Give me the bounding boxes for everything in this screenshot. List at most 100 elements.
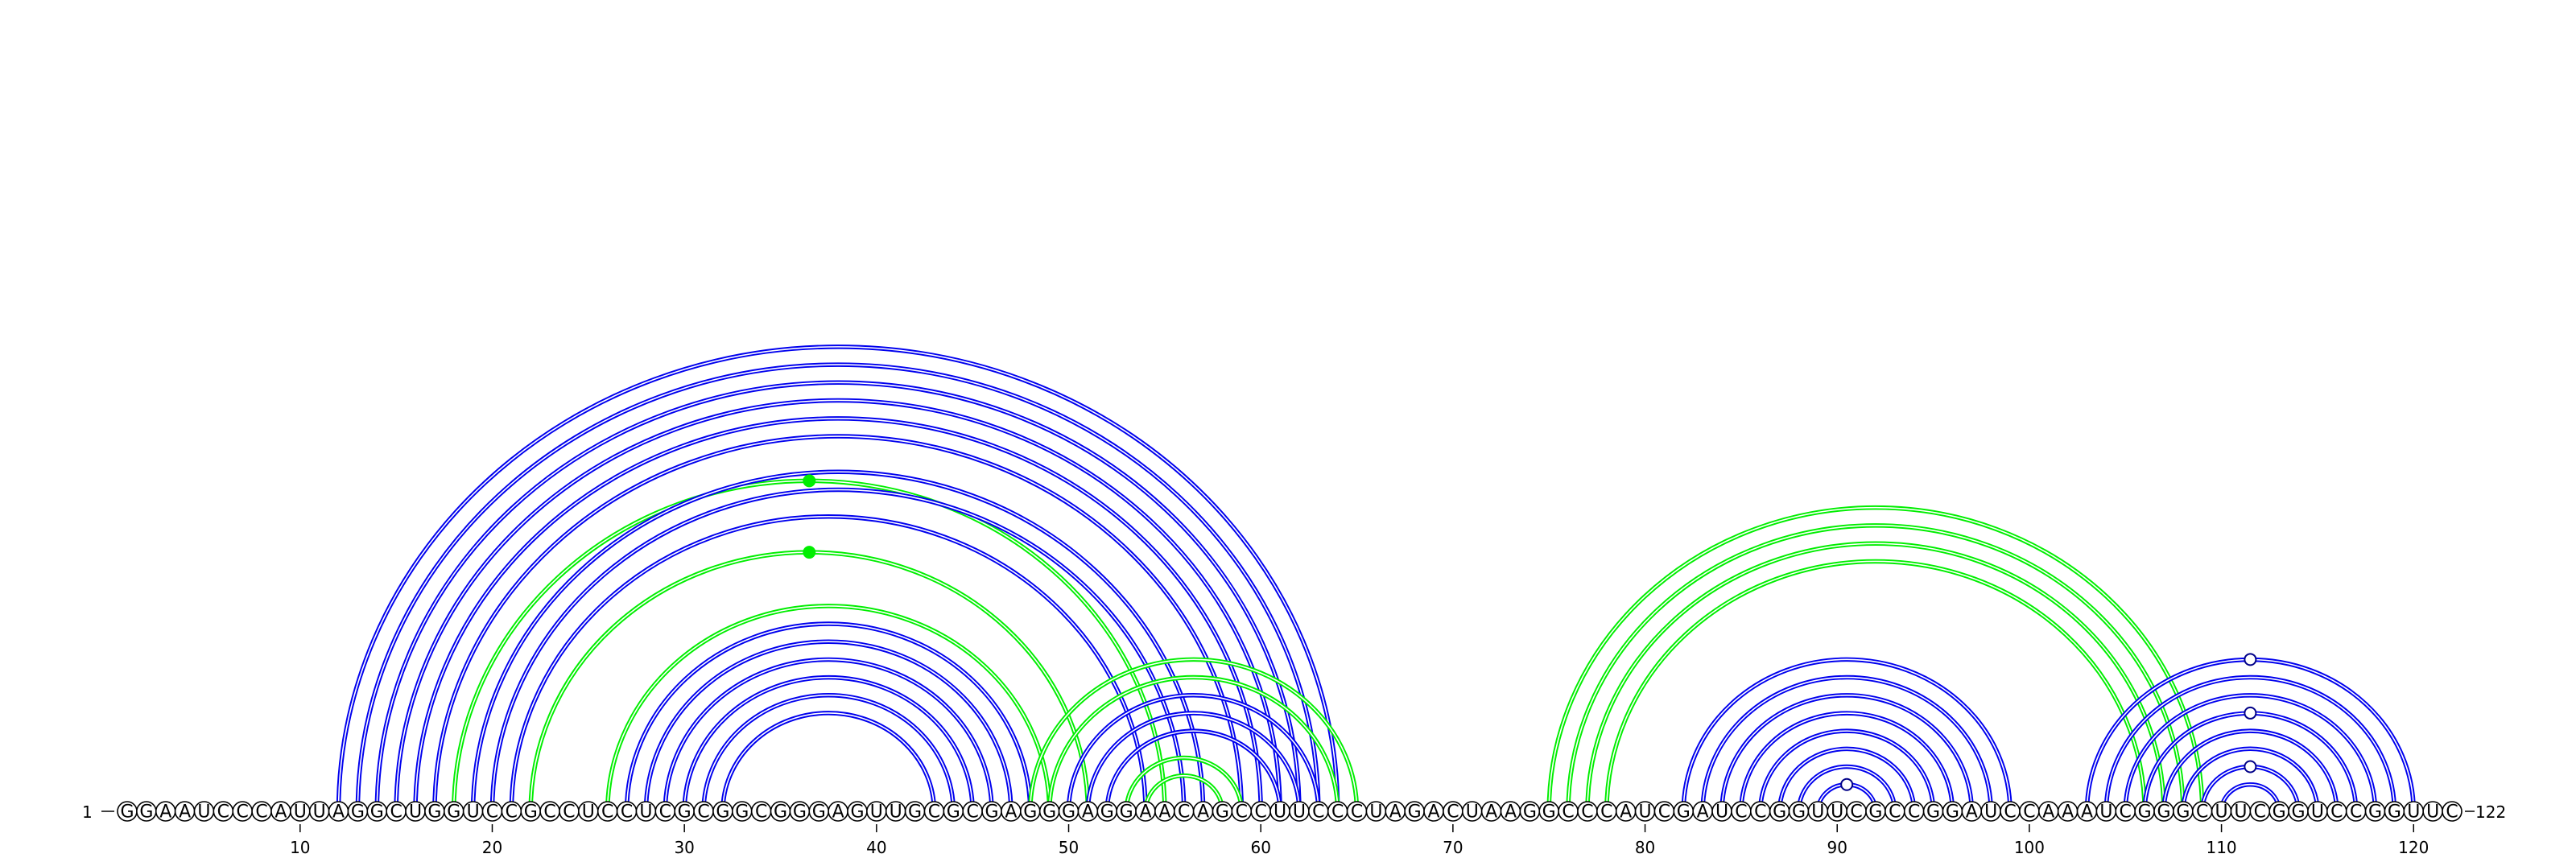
base-pair-arc-inner (1778, 749, 1915, 812)
nucleotide-letter: U (197, 802, 210, 823)
nucleotide-letter: C (928, 802, 940, 823)
nucleotide-letter: A (159, 802, 171, 823)
nucleotide-letter: U (1984, 802, 1997, 823)
arc-apex-marker (2244, 706, 2257, 720)
nucleotide-letter: G (427, 802, 441, 823)
base-pair-arc-inner (337, 346, 1339, 812)
base-pair-arc-inner (1740, 712, 1954, 812)
nucleotide-letter: A (1485, 802, 1497, 823)
nucleotide-letter: C (755, 802, 767, 823)
nucleotide-letter: C (2120, 802, 2132, 823)
base-pair-arc (509, 514, 1148, 812)
nucleotide-letter: C (1255, 802, 1267, 823)
nucleotide-letter: G (947, 802, 960, 823)
nucleotide-letter: A (2081, 802, 2093, 823)
nucleotide-letter: G (2138, 802, 2152, 823)
nucleotide-letter: A (1427, 802, 1439, 823)
nucleotide-letter: C (390, 802, 402, 823)
nucleotide-letter: C (486, 802, 498, 823)
base-pair-arc-inner (1087, 712, 1300, 812)
base-pair-arc-inner (1145, 775, 1224, 812)
nucleotide-letter: A (2062, 802, 2074, 823)
nucleotide-letter: C (1889, 802, 1901, 823)
nucleotide-letter: U (1274, 802, 1286, 823)
nucleotide-letter: G (1100, 802, 1114, 823)
base-pair-arc (377, 382, 1299, 811)
nucleotide-letter: A (1197, 802, 1209, 823)
nucleotide-letter: G (1926, 802, 1940, 823)
nucleotide-letter: A (2042, 802, 2054, 823)
tick-label: 100 (2014, 838, 2045, 857)
nucleotide-letter: C (1562, 802, 1574, 823)
nucleotide-letter: C (506, 802, 518, 823)
nucleotide-letter: C (217, 802, 229, 823)
tick-label: 80 (1635, 838, 1655, 857)
nucleotide-letter: A (1966, 802, 1978, 823)
nucleotide-letter: C (966, 802, 978, 823)
nucleotide-letter: G (1677, 802, 1690, 823)
base-pair-arc-inner (1759, 730, 1934, 812)
nucleotide-letter: G (850, 802, 864, 823)
nucleotide-letter: A (1389, 802, 1402, 823)
nucleotide-letter: U (409, 802, 422, 823)
base-pair-arc-inner (645, 641, 1012, 812)
nucleotide-letter: U (313, 802, 326, 823)
nucleotide-letter: A (275, 802, 287, 823)
base-pair-arc (663, 657, 994, 812)
nucleotide-letter: G (351, 802, 365, 823)
arc-apex-markers (803, 474, 2257, 791)
nucleotide-letter: G (1408, 802, 1422, 823)
nucleotide-letter: A (1620, 802, 1632, 823)
nucleotide-letter: G (812, 802, 826, 823)
nucleotide-letter: U (1831, 802, 1843, 823)
base-pair-arc-inner (1682, 659, 2011, 812)
nucleotide-letter: A (1082, 802, 1094, 823)
nucleotide-letter: U (1811, 802, 1824, 823)
nucleotide-letter: G (370, 802, 384, 823)
nucleotide-letter: U (467, 802, 480, 823)
nucleotide-letter: G (1868, 802, 1882, 823)
tick-label: 70 (1443, 838, 1463, 857)
nucleotide-letter: U (1369, 802, 1382, 823)
base-pair-arc-inner (2220, 784, 2280, 812)
base-pair-arc-inner (1029, 659, 1358, 812)
nucleotide-letter: C (543, 802, 555, 823)
base-pair-arc-inner (357, 365, 1319, 812)
nucleotide-letter: U (870, 802, 883, 823)
base-pair-arc (605, 604, 1052, 812)
nucleotide-letter: U (1466, 802, 1479, 823)
base-pair-arc-inner (472, 471, 1204, 812)
base-pair-arc-inner (1067, 695, 1319, 812)
nucleotide-letter: C (2330, 802, 2343, 823)
nucleotide-letter: G (1023, 802, 1037, 823)
base-pair-arc-inner (625, 623, 1031, 812)
nucleotide-letter: U (582, 802, 595, 823)
base-pair-arc-inner (377, 382, 1299, 811)
nucleotide-letter: C (1658, 802, 1670, 823)
nucleotide-letter: G (1216, 802, 1229, 823)
base-pair-arc (1758, 728, 1936, 812)
base-pair-arc-inner (1567, 525, 2184, 812)
base-pair-arc-inner (1798, 766, 1896, 812)
arc-apex-marker (1840, 778, 1854, 791)
base-pair-arc (1585, 542, 2166, 812)
nucleotide-letter: U (2215, 802, 2228, 823)
nucleotide-letter: G (2273, 802, 2286, 823)
base-pair-arc-inner (683, 677, 973, 812)
nucleotide-letter: C (2023, 802, 2035, 823)
base-pair-arc-inner (1048, 676, 1339, 812)
nucleotide-letter: U (2234, 802, 2247, 823)
nucleotide-letter: C (255, 802, 267, 823)
nucleotide-letter: C (1735, 802, 1747, 823)
position-axis: 10 20 30 40 50 60 70 80 90 100 110 120 (290, 824, 2429, 857)
nucleotide-letter: C (1908, 802, 1920, 823)
nucleotide-letter: U (2407, 802, 2420, 823)
nucleotide-letter: U (2099, 802, 2112, 823)
nucleotide-letter: G (1792, 802, 1806, 823)
nucleotide-letter: U (639, 802, 652, 823)
nucleotide-letter: G (447, 802, 460, 823)
nucleotide-letter: G (524, 802, 538, 823)
base-pair-arc (1546, 505, 2205, 812)
